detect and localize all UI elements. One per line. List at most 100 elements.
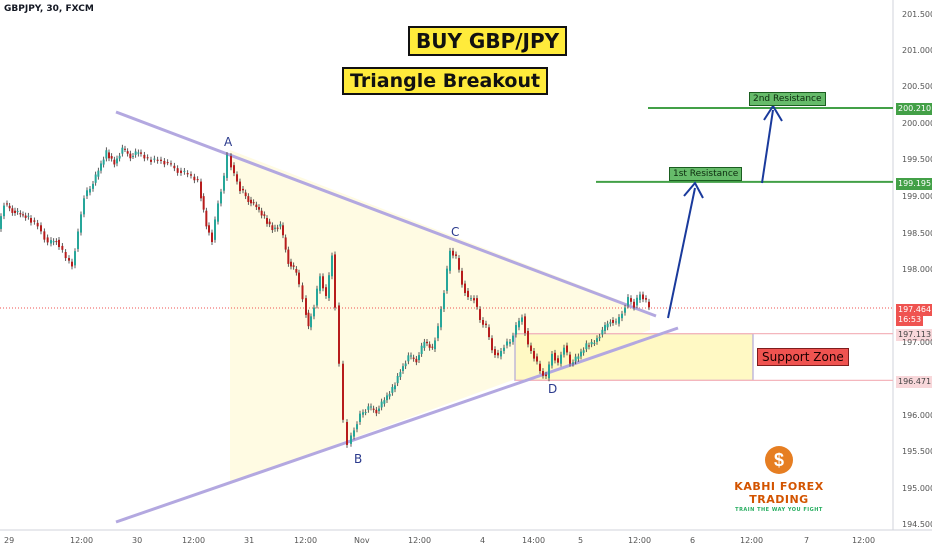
candle-body bbox=[404, 363, 407, 367]
candle-body bbox=[479, 309, 481, 320]
candle-body bbox=[350, 435, 352, 444]
candle-body bbox=[440, 309, 442, 328]
candle-body bbox=[533, 350, 535, 359]
candle-body bbox=[16, 210, 19, 212]
candle-body bbox=[328, 275, 330, 299]
candle-body bbox=[71, 261, 73, 267]
candle-body bbox=[431, 346, 434, 348]
candle-body bbox=[295, 269, 298, 273]
candle-body bbox=[420, 345, 423, 354]
candle-body bbox=[488, 327, 490, 338]
candle-body bbox=[170, 163, 172, 165]
candle-body bbox=[89, 188, 91, 193]
resistance-1-label: 1st Resistance bbox=[669, 167, 743, 181]
candle-body bbox=[346, 422, 348, 445]
candle-body bbox=[452, 250, 454, 256]
candle-body bbox=[33, 220, 36, 222]
candle-body bbox=[153, 158, 156, 160]
candle-body bbox=[512, 335, 514, 342]
candle-body bbox=[271, 225, 274, 231]
brand-tagline: TRAIN THE WAY YOU FIGHT bbox=[735, 507, 823, 513]
candle-body bbox=[268, 221, 271, 225]
candle-body bbox=[214, 219, 216, 240]
x-tick: 14:00 bbox=[522, 536, 546, 545]
price-tag-r1: 199.195 bbox=[896, 178, 932, 190]
candle-body bbox=[313, 307, 315, 317]
brand-logo: $ KABHI FOREX TRADING TRAIN THE WAY YOU … bbox=[724, 446, 834, 513]
candle-body bbox=[342, 363, 344, 420]
candle-body bbox=[121, 147, 124, 154]
candle-body bbox=[134, 151, 137, 155]
candle-body bbox=[110, 156, 113, 159]
candle-body bbox=[521, 317, 523, 322]
candle-body bbox=[113, 159, 116, 165]
candle-body bbox=[491, 338, 493, 351]
candle-body bbox=[386, 395, 388, 401]
candle-body bbox=[211, 232, 213, 243]
candle-body bbox=[530, 345, 532, 351]
projection-arrow-1 bbox=[667, 187, 696, 319]
candle-body bbox=[3, 205, 5, 217]
candle-body bbox=[140, 152, 142, 154]
candle-body bbox=[473, 298, 475, 301]
candle-body bbox=[391, 387, 394, 393]
candle-body bbox=[217, 203, 219, 222]
candle-body bbox=[92, 183, 94, 189]
lower-trendline bbox=[115, 326, 679, 524]
candle-body bbox=[612, 320, 614, 323]
candle-body bbox=[163, 160, 166, 165]
x-tick: 12:00 bbox=[408, 536, 432, 545]
candle-body bbox=[524, 316, 526, 334]
candle-body bbox=[316, 288, 318, 306]
candle-body bbox=[415, 358, 418, 363]
candle-body bbox=[322, 276, 324, 289]
candle-body bbox=[55, 241, 58, 243]
projection-arrow-2 bbox=[761, 109, 774, 184]
candle-body bbox=[247, 196, 250, 202]
candle-body bbox=[560, 354, 562, 364]
candle-body bbox=[102, 159, 105, 165]
candle-body bbox=[621, 313, 623, 319]
candle-body bbox=[577, 356, 580, 359]
candle-body bbox=[200, 181, 202, 199]
arrowhead-1 bbox=[683, 181, 704, 199]
candle-body bbox=[97, 170, 100, 177]
candle-body bbox=[94, 174, 97, 183]
candle-body bbox=[64, 252, 67, 259]
candle-body bbox=[378, 408, 380, 412]
candle-body bbox=[449, 250, 451, 271]
candle-body bbox=[58, 239, 60, 248]
candle-body bbox=[428, 344, 431, 348]
candle-body bbox=[30, 218, 32, 223]
candle-body bbox=[108, 152, 110, 159]
candle-body bbox=[292, 265, 295, 267]
candle-body bbox=[548, 364, 550, 379]
candle-body bbox=[11, 208, 14, 213]
candle-body bbox=[645, 298, 647, 300]
candle-body bbox=[124, 148, 126, 150]
x-tick: 12:00 bbox=[182, 536, 206, 545]
candle-body bbox=[485, 323, 487, 326]
y-tick: 199.000 bbox=[902, 192, 932, 201]
candle-body bbox=[585, 343, 588, 350]
candle-body bbox=[143, 154, 146, 159]
x-tick: 4 bbox=[480, 536, 486, 545]
candle-body bbox=[551, 353, 553, 366]
y-tick: 201.000 bbox=[902, 46, 932, 55]
price-tag-support-top: 197.113 bbox=[896, 329, 932, 341]
price-tag-countdown: 16:53 bbox=[896, 314, 924, 326]
candle-body bbox=[252, 202, 255, 204]
candle-body bbox=[301, 285, 304, 300]
candle-body bbox=[539, 363, 541, 371]
y-tick: 200.500 bbox=[902, 82, 932, 91]
candle-body bbox=[370, 406, 372, 408]
candle-body bbox=[100, 163, 102, 171]
candle-body bbox=[609, 322, 612, 324]
candle-body bbox=[290, 261, 292, 267]
candle-body bbox=[287, 249, 290, 264]
brand-name: KABHI FOREX TRADING bbox=[734, 480, 824, 506]
candle-body bbox=[446, 268, 448, 291]
candle-body bbox=[580, 351, 582, 357]
candle-body bbox=[183, 170, 186, 172]
candle-body bbox=[380, 401, 383, 408]
